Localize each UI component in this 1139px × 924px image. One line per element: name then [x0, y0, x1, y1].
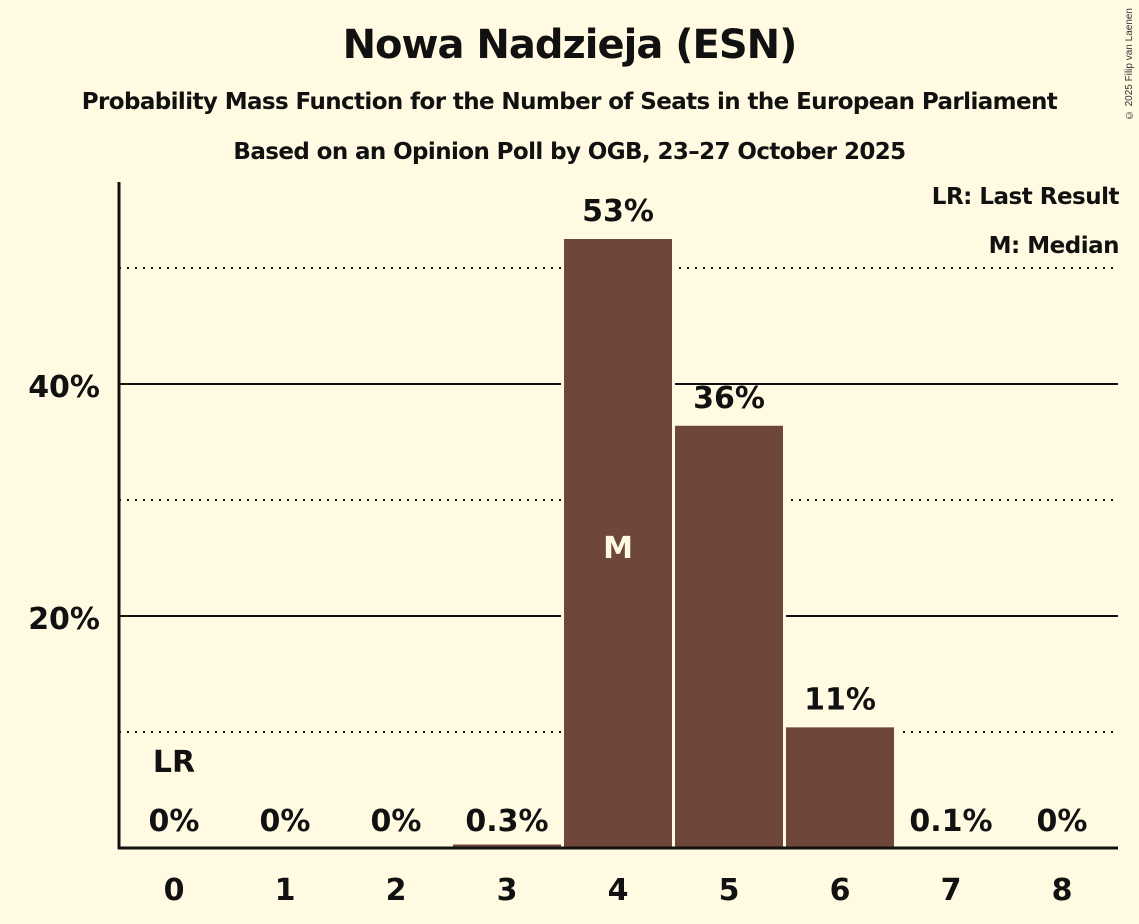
chart-title: Nowa Nadzieja (ESN)	[342, 22, 798, 68]
value-label: 11%	[804, 682, 876, 717]
chart-source-line: Based on an Opinion Poll by OGB, 23–27 O…	[233, 139, 906, 165]
x-tick-label: 5	[719, 873, 740, 908]
x-tick-label: 1	[275, 873, 296, 908]
value-label: 0.1%	[909, 804, 992, 839]
value-label: 0%	[1037, 804, 1088, 839]
legend-last-result: LR: Last Result	[931, 184, 1120, 210]
x-tick-label: 3	[497, 873, 518, 908]
value-label: 36%	[693, 381, 765, 416]
value-label: 0%	[371, 804, 422, 839]
value-labels: 0% 0% 0% 0.3% 53% 36% 11% 0.1% 0% LR M	[149, 194, 1088, 839]
bars	[450, 239, 1008, 849]
bar-seat-4	[564, 239, 672, 848]
x-tick-label: 0	[164, 873, 185, 908]
x-tick-label: 4	[608, 873, 629, 908]
axes: 20% 40% 0 1 2 3 4 5 6 7 8	[28, 182, 1118, 908]
bar-seat-5	[675, 425, 783, 848]
value-label: 0.3%	[465, 804, 548, 839]
value-label: 53%	[582, 194, 654, 229]
x-tick-label: 6	[830, 873, 851, 908]
value-label: 0%	[149, 804, 200, 839]
y-tick-label: 40%	[28, 370, 100, 405]
x-tick-label: 2	[386, 873, 407, 908]
median-marker: M	[603, 531, 633, 566]
chart-subtitle: Probability Mass Function for the Number…	[81, 89, 1058, 115]
legend-median: M: Median	[988, 233, 1120, 259]
x-tick-label: 8	[1052, 873, 1073, 908]
y-tick-label: 20%	[28, 602, 100, 637]
last-result-marker: LR	[153, 745, 195, 780]
x-tick-label: 7	[941, 873, 962, 908]
bar-seat-3	[453, 844, 561, 848]
value-label: 0%	[260, 804, 311, 839]
bar-seat-6	[786, 727, 894, 848]
